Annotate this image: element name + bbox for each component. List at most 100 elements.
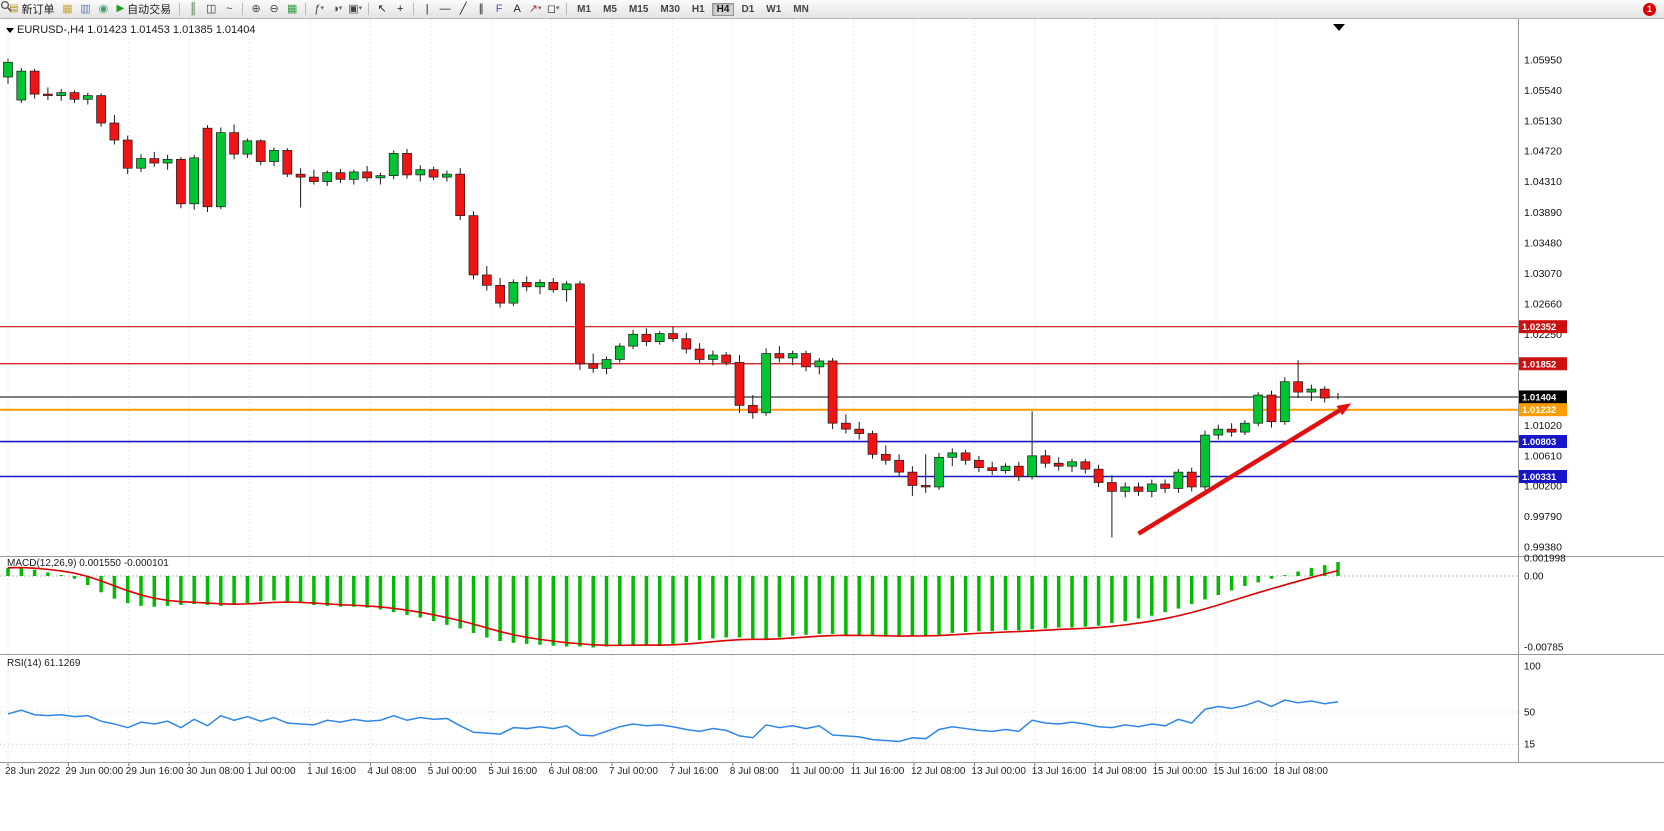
text-label-icon[interactable]: A	[513, 3, 521, 15]
tf-button-d1[interactable]: D1	[741, 3, 755, 15]
candle-body	[495, 284, 505, 304]
auto-trading-button-label: 自动交易	[127, 4, 172, 16]
time-axis-label: 7 Jul 00:00	[609, 766, 658, 777]
arrows-icon[interactable]: ↗ ▾	[528, 3, 542, 15]
time-axis-label: 6 Jul 08:00	[549, 766, 598, 777]
price-tag-label: 1.01232	[1522, 405, 1556, 416]
trendline-icon[interactable]: ╱	[459, 3, 467, 15]
tf-button-m1[interactable]: M1	[577, 3, 592, 15]
time-axis-label: 28 Jun 2022	[5, 766, 60, 777]
periods-icon[interactable]: ◑ ▾	[332, 3, 343, 15]
candle-body	[1319, 388, 1330, 399]
candle-body	[1173, 471, 1184, 489]
new-order-button[interactable]: ▤ 新订单	[5, 1, 58, 17]
time-axis-label: 4 Jul 08:00	[367, 766, 416, 777]
candle-body	[827, 360, 838, 424]
periods-icon-caret: ▾	[338, 5, 343, 12]
candle-body	[774, 353, 785, 359]
toolbar: ▤ 新订单 ▦ ▥ ◉ ▶ 自动交易 ║ ◫ ~ ⊕ ⊖ ▦ ƒ ▾ ◑ ▾ ▣ ▾ ↖ + | — ╱ ∥ F A ↗ ▾ ◻ ▾ M1 M5…	[0, 0, 1664, 19]
candle-body	[468, 215, 479, 276]
candle-body	[1120, 486, 1131, 492]
tf-button-m5[interactable]: M5	[603, 3, 617, 15]
toolbar-separator	[242, 3, 244, 15]
toolbar-separator	[413, 3, 415, 15]
navigator-icon[interactable]: ▥	[80, 3, 91, 15]
chart-shift-marker-icon[interactable]	[1333, 24, 1345, 31]
macd-axis-label: 0.00	[1524, 572, 1544, 583]
macd-signal-line	[7, 566, 1339, 647]
time-axis-label: 15 Jul 16:00	[1213, 766, 1268, 777]
tf-button-m15[interactable]: M15	[628, 3, 649, 15]
notification-badge[interactable]: 1	[1643, 2, 1656, 16]
price-tag-label: 1.01852	[1522, 359, 1556, 370]
candle-body	[694, 348, 705, 360]
toolbar-separator	[305, 3, 307, 15]
candle-body	[1306, 388, 1317, 393]
line-chart-icon[interactable]: ~	[225, 3, 233, 15]
price-axis-label: 1.01020	[1524, 420, 1562, 432]
zoom-out-icon[interactable]: ⊖	[269, 3, 279, 15]
market-watch-icon[interactable]: ▦	[62, 3, 73, 15]
candle-body	[588, 363, 599, 369]
time-axis-label: 11 Jul 16:00	[851, 766, 905, 777]
time-axis-label: 5 Jul 16:00	[488, 766, 537, 777]
trend-arrow-annotation[interactable]	[1137, 408, 1341, 536]
price-tag-label: 1.02352	[1522, 322, 1556, 333]
channel-icon[interactable]: ∥	[478, 3, 484, 15]
candle-body	[149, 158, 160, 164]
candle-body	[1200, 434, 1210, 488]
time-axis-label: 18 Jul 08:00	[1273, 766, 1328, 777]
tf-button-w1[interactable]: W1	[766, 3, 782, 15]
tf-button-h4[interactable]: H4	[711, 2, 735, 16]
bar-chart-icon[interactable]: ║	[189, 3, 198, 15]
price-tag-1.01852	[1519, 357, 1567, 371]
fibonacci-icon[interactable]: F	[495, 3, 503, 15]
price-tag-1.01232	[1519, 403, 1567, 417]
auto-trading-button[interactable]: ▶ 自动交易	[112, 1, 175, 17]
price-tag-label: 1.00331	[1522, 472, 1557, 483]
candle-body	[801, 353, 811, 368]
collapse-arrow-icon[interactable]	[6, 28, 14, 33]
candle-body	[1240, 422, 1250, 433]
crosshair-icon[interactable]: +	[396, 3, 404, 15]
candle-body	[907, 471, 918, 486]
price-axis-label: 1.04310	[1524, 176, 1562, 188]
vertical-line-icon[interactable]: |	[425, 3, 429, 15]
zoom-in-icon[interactable]: ⊕	[251, 3, 261, 15]
candle-body	[841, 422, 851, 430]
terminal-icon[interactable]: ◉	[98, 3, 109, 15]
time-axis-label: 29 Jun 16:00	[126, 766, 184, 777]
cursor-icon[interactable]: ↖	[377, 3, 387, 15]
toolbar-separator	[368, 3, 370, 15]
indicators-icon-caret: ▾	[320, 5, 324, 12]
candle-body	[747, 405, 758, 414]
candle-body	[761, 353, 771, 414]
indicators-icon[interactable]: ƒ ▾	[314, 3, 324, 15]
tf-button-h1[interactable]: H1	[691, 3, 705, 15]
price-axis-label: 0.99790	[1524, 511, 1562, 523]
candle-body	[269, 150, 279, 162]
rsi-axis-label: 100	[1524, 662, 1541, 673]
rsi-axis-label: 50	[1524, 708, 1536, 719]
horizontal-line-icon[interactable]: —	[439, 3, 451, 15]
trend-arrow-head[interactable]	[1336, 403, 1352, 416]
candle-body	[548, 282, 559, 291]
chart-title: EURUSD-,H4 1.01423 1.01453 1.01385 1.014…	[17, 24, 256, 36]
auto-trading-button-icon: ▶	[116, 3, 125, 14]
shapes-icon[interactable]: ◻ ▾	[546, 3, 560, 15]
tf-button-m30[interactable]: M30	[660, 3, 680, 15]
candle-body	[1067, 461, 1077, 467]
time-axis-label: 14 Jul 08:00	[1092, 766, 1147, 777]
candle-body	[1027, 455, 1037, 477]
candle-body	[1213, 428, 1224, 436]
candle-body	[708, 354, 718, 360]
rsi-indicator-label: RSI(14) 61.1269	[7, 658, 81, 669]
candle-body	[734, 362, 745, 406]
time-axis-label: 1 Jul 00:00	[247, 766, 296, 777]
candlestick-chart-icon[interactable]: ◫	[205, 3, 217, 15]
tile-windows-icon[interactable]: ▦	[286, 3, 298, 15]
candle-body	[641, 333, 652, 343]
tf-button-mn[interactable]: MN	[793, 3, 809, 15]
templates-icon[interactable]: ▣ ▾	[348, 3, 363, 15]
